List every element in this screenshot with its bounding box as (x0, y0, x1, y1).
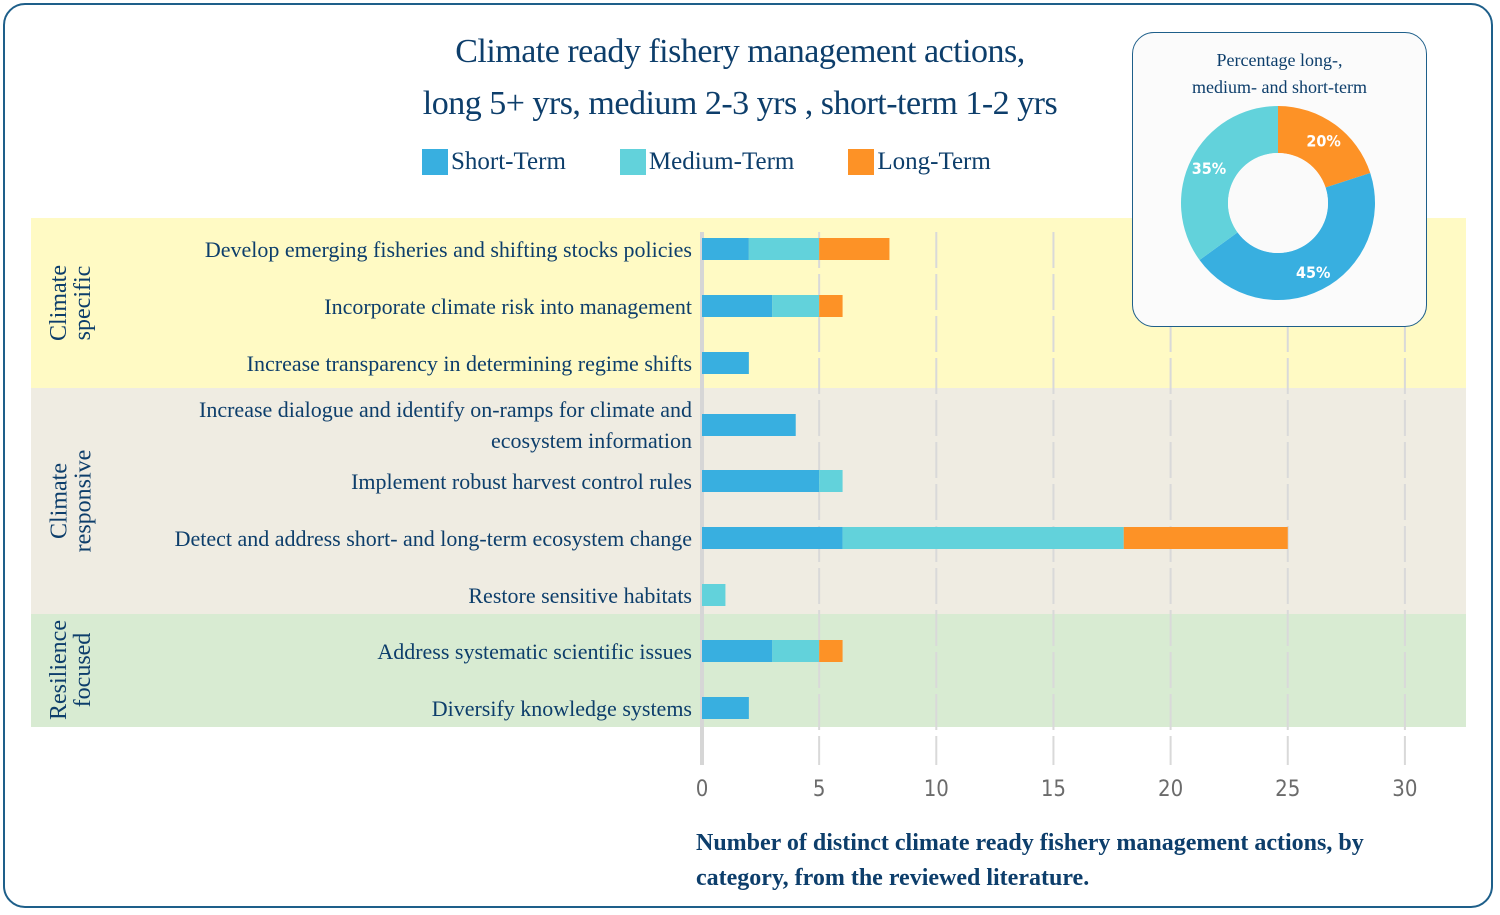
legend-swatch-medium-term (619, 149, 646, 175)
category-label-line: Address systematic scientific issues (377, 638, 692, 664)
category-label-line: Incorporate climate risk into management (324, 293, 692, 319)
chart-title: Climate ready fishery management actions… (330, 26, 1150, 130)
legend-label-long-term: Long-Term (877, 148, 991, 175)
category-label-line: ecosystem information (490, 428, 692, 453)
bar-segment-medium-term (772, 640, 820, 662)
bar-segment-long-term (819, 295, 843, 317)
bar-segment-short-term (702, 697, 749, 719)
bar-segment-medium-term (772, 295, 820, 317)
bar-segment-short-term (702, 414, 796, 436)
bar-segment-short-term (702, 238, 749, 260)
bar-segment-short-term (702, 470, 820, 492)
donut-slice-short-term (1199, 173, 1375, 300)
donut-title-line-2: medium- and short-term (1192, 77, 1367, 97)
category-label-line: Detect and address short- and long-term … (174, 525, 692, 551)
chart-title-line-1: Climate ready fishery management actions… (455, 33, 1025, 70)
donut-chart: 20% 45% 35% (1181, 106, 1375, 300)
bar-segment-long-term (1123, 527, 1288, 549)
category-label: Incorporate climate risk into management (324, 291, 692, 322)
x-axis-label: Number of distinct climate ready fishery… (696, 830, 1364, 891)
bar-segment-short-term (702, 352, 749, 374)
bar-segment-medium-term (702, 584, 726, 606)
bar-segment-medium-term (748, 238, 820, 260)
donut-slice-long-term (1278, 106, 1371, 188)
donut-title-line-1: Percentage long-, (1216, 50, 1343, 70)
x-tick-label: 20 (1158, 777, 1183, 802)
figure-frame (3, 3, 1493, 908)
category-label-line: Diversify knowledge systems (431, 695, 692, 721)
category-label-line: Increase transparency in determining reg… (246, 350, 692, 376)
category-label-line: Implement robust harvest control rules (351, 468, 692, 494)
x-tick-label: 30 (1392, 777, 1417, 802)
donut-slice-medium-term (1181, 106, 1278, 261)
x-tick-label: 15 (1041, 777, 1066, 802)
category-label: Detect and address short- and long-term … (175, 523, 692, 554)
donut-slice-label: 35% (1192, 159, 1226, 178)
x-tick-label: 0 (696, 777, 709, 802)
bar-segment-long-term (819, 640, 843, 662)
bar-segment-medium-term (819, 470, 843, 492)
category-label: Diversify knowledge systems (432, 693, 692, 724)
donut-chart-panel: Percentage long-, medium- and short-term… (1132, 32, 1427, 327)
legend-swatch-short-term (422, 149, 448, 175)
bar-segment-long-term (819, 238, 890, 260)
donut-slice-label: 45% (1296, 263, 1330, 282)
legend-item-long-term: Long-Term (848, 148, 991, 176)
bar-segment-short-term (702, 640, 773, 662)
category-label: Increase dialogue and identify on-ramps … (199, 394, 692, 456)
legend-label-medium-term: Medium-Term (648, 148, 795, 175)
bar-segment-medium-term (842, 527, 1124, 549)
x-tick-label: 10 (924, 777, 949, 802)
category-label: Implement robust harvest control rules (351, 466, 692, 497)
legend-item-medium-term: Medium-Term (619, 148, 795, 176)
category-label: Address systematic scientific issues (377, 636, 692, 667)
category-label: Restore sensitive habitats (468, 580, 692, 611)
x-tick-label: 25 (1275, 777, 1300, 802)
donut-slice-label: 20% (1306, 131, 1340, 150)
donut-chart-title: Percentage long-, medium- and short-term (1133, 47, 1426, 101)
category-label-line: Develop emerging fisheries and shifting … (204, 236, 692, 262)
legend-swatch-long-term (848, 149, 875, 175)
category-label-line: Increase dialogue and identify on-ramps … (199, 397, 692, 422)
bar-segment-short-term (702, 527, 843, 549)
donut-hole (1228, 153, 1328, 253)
category-label-line: Restore sensitive habitats (468, 582, 692, 608)
category-label: Develop emerging fisheries and shifting … (205, 234, 692, 265)
bar-segment-short-term (702, 295, 773, 317)
legend-label-short-term: Short-Term (451, 148, 566, 175)
legend-item-short-term: Short-Term (422, 148, 566, 176)
legend: Short-Term Medium-Term Long-Term (422, 148, 991, 176)
x-tick-label: 5 (813, 777, 826, 802)
chart-title-line-2: long 5+ yrs, medium 2-3 yrs , short-term… (422, 85, 1058, 122)
category-label: Increase transparency in determining reg… (247, 348, 692, 379)
